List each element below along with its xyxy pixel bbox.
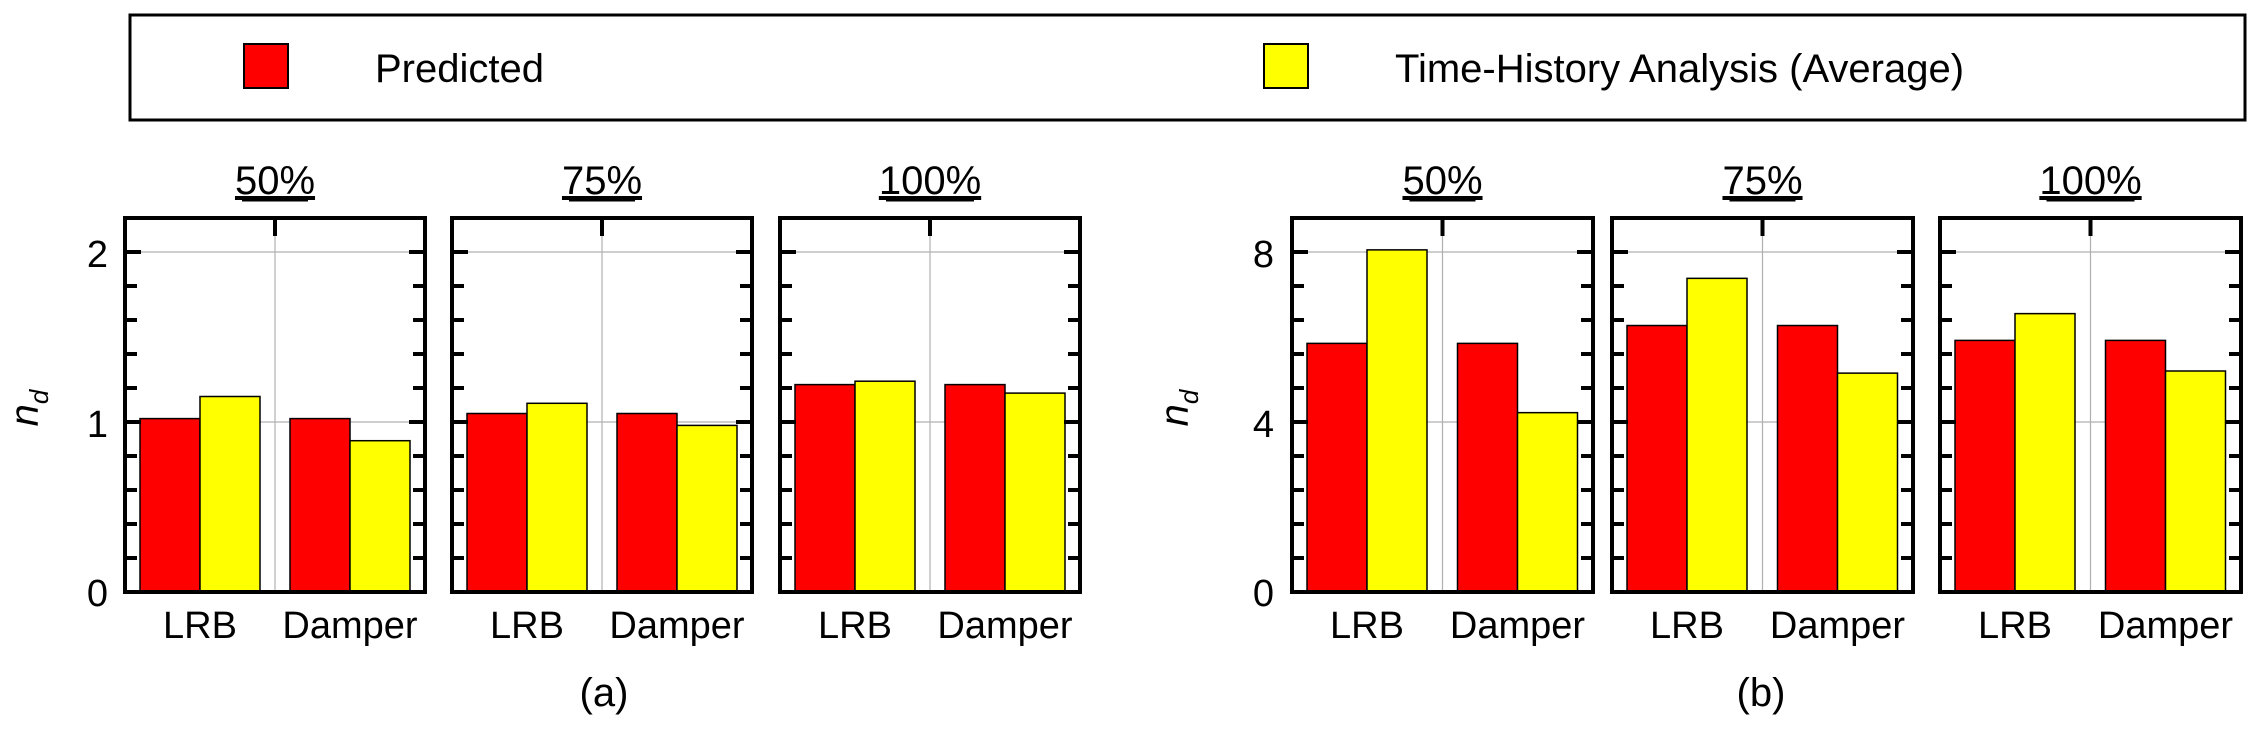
subplot-5: 75% LRB Damper: [1610, 159, 1915, 647]
bar-lrb-predicted: [794, 383, 856, 593]
subplot-2: 75% LRB Damper: [450, 159, 754, 647]
subplot-frame: [778, 216, 1082, 594]
panel-a: nd 0 1 2 (a): [3, 234, 628, 715]
subplot-title: 50%: [235, 159, 315, 203]
category-label-damper: Damper: [1450, 605, 1585, 647]
panel-a-ylabel: nd: [3, 388, 54, 426]
subplot-title: 75%: [562, 159, 642, 203]
panel-a-caption: (a): [580, 671, 629, 715]
bar-lrb-predicted: [139, 417, 201, 593]
bar-damper-predicted: [944, 383, 1006, 593]
panel-b-ylabel: nd: [1153, 388, 1204, 426]
category-label-lrb: LRB: [818, 605, 892, 647]
subplot-3: 100% LRB Damper: [778, 159, 1082, 647]
subplot-4: 50% LRB Damper: [1290, 159, 1595, 647]
category-label-damper: Damper: [2098, 605, 2233, 647]
bar-lrb-predicted: [1306, 342, 1368, 593]
bar-damper-tha: [2164, 370, 2227, 593]
subplot-frame: [1290, 216, 1595, 594]
legend-frame: [128, 13, 2247, 122]
panel-b-ylabel-main: n: [1153, 404, 1197, 426]
panel-b-ylabel-sub: d: [1174, 388, 1204, 404]
panel-b-ytick-4: 4: [1253, 404, 1274, 446]
bar-damper-predicted: [1776, 324, 1839, 593]
panel-a-ytick-0: 0: [87, 573, 108, 615]
category-label-lrb: LRB: [163, 605, 237, 647]
subplot-title: 100%: [2039, 159, 2141, 203]
legend-label-predicted: Predicted: [375, 47, 544, 91]
legend-swatch-tha: [1263, 43, 1309, 89]
bar-lrb-tha: [854, 380, 916, 593]
subplot-title: 100%: [879, 159, 981, 203]
bar-lrb-predicted: [1626, 324, 1688, 593]
category-label-lrb: LRB: [1978, 605, 2052, 647]
category-label-damper: Damper: [937, 605, 1072, 647]
panel-a-ytick-1: 1: [87, 404, 108, 446]
panel-a-ytick-2: 2: [87, 234, 108, 276]
bar-damper-tha: [349, 439, 411, 593]
panel-a-ylabel-main: n: [3, 404, 47, 426]
subplot-title: 75%: [1722, 159, 1802, 203]
category-label-damper: Damper: [282, 605, 417, 647]
bar-damper-predicted: [616, 412, 678, 593]
panel-b-caption: (b): [1737, 671, 1786, 715]
subplot-frame: [1938, 216, 2243, 594]
panel-b-ytick-0: 0: [1253, 573, 1274, 615]
bar-damper-tha: [1516, 411, 1579, 593]
bar-lrb-tha: [526, 402, 588, 593]
bar-damper-predicted: [1456, 342, 1519, 593]
category-label-damper: Damper: [609, 605, 744, 647]
bar-lrb-predicted: [466, 412, 528, 593]
subplot-frame: [450, 216, 754, 594]
legend-label-tha: Time-History Analysis (Average): [1395, 47, 1964, 91]
panel-b: nd 0 4 8 (b): [1153, 234, 1785, 715]
panel-a-ylabel-sub: d: [24, 388, 54, 404]
category-label-lrb: LRB: [1330, 605, 1404, 647]
bar-lrb-tha: [1686, 277, 1748, 593]
subplot-title: 50%: [1402, 159, 1482, 203]
legend: Predicted Time-History Analysis (Average…: [128, 13, 2247, 122]
bar-damper-predicted: [2104, 339, 2167, 593]
bar-damper-predicted: [289, 417, 351, 593]
bar-lrb-predicted: [1954, 339, 2016, 593]
panel-b-ytick-8: 8: [1253, 234, 1274, 276]
bar-damper-tha: [1004, 392, 1066, 593]
bar-damper-tha: [676, 424, 738, 593]
subplot-frame: [1610, 216, 1915, 594]
category-label-lrb: LRB: [490, 605, 564, 647]
subplot-6: 100% LRB Damper: [1938, 159, 2243, 647]
subplot-1: 50% LRB Damper: [123, 159, 427, 647]
bar-lrb-tha: [199, 395, 261, 593]
legend-swatch-predicted: [243, 43, 289, 89]
category-label-lrb: LRB: [1650, 605, 1724, 647]
bar-lrb-tha: [1366, 249, 1428, 593]
bar-damper-tha: [1836, 372, 1899, 593]
bar-lrb-tha: [2014, 312, 2076, 593]
category-label-damper: Damper: [1770, 605, 1905, 647]
subplot-frame: [123, 216, 427, 594]
